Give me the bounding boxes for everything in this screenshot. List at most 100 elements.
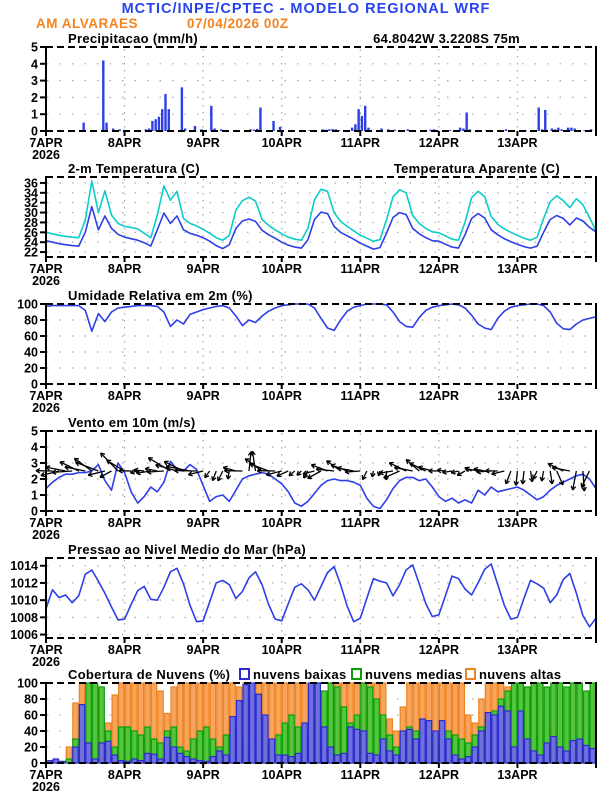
cloud-bar-nuvens-baixas bbox=[150, 753, 158, 764]
precip-bar bbox=[458, 127, 462, 131]
wind-vector bbox=[211, 470, 217, 481]
cloud-bar-nuvens-baixas bbox=[412, 738, 420, 764]
precip-bar bbox=[550, 128, 554, 131]
legend-swatch-nuvens-baixas bbox=[239, 668, 250, 680]
wind-vector-head bbox=[315, 466, 321, 470]
wind-vector bbox=[147, 470, 164, 473]
wind-vector-head bbox=[256, 467, 262, 472]
y-tick-label: 100 bbox=[17, 677, 38, 691]
precip-bar bbox=[504, 129, 508, 131]
wind-vector bbox=[87, 470, 106, 476]
wind-vector-head bbox=[504, 479, 507, 484]
y-tick-label: 28 bbox=[24, 216, 38, 230]
cloud-bar-nuvens-baixas bbox=[445, 738, 452, 764]
x-year-label: 2026 bbox=[32, 401, 60, 413]
cloud-bar-nuvens-baixas bbox=[229, 715, 236, 764]
y-tick-label: 1 bbox=[31, 108, 38, 122]
wind-vector-head bbox=[296, 470, 299, 476]
cloud-bar-nuvens-baixas bbox=[222, 754, 230, 764]
cloud-bar-nuvens-baixas bbox=[556, 746, 564, 764]
cloud-bar-nuvens-medias bbox=[373, 698, 380, 764]
precip-bar bbox=[259, 107, 262, 131]
y-tick-label: 40 bbox=[24, 346, 38, 360]
cloud-bar-nuvens-baixas bbox=[517, 710, 524, 764]
wind-vector-head bbox=[376, 471, 380, 477]
y-tick-label: 0 bbox=[31, 125, 38, 139]
cloud-bar-nuvens-baixas bbox=[484, 711, 492, 764]
cloud-bar-nuvens-baixas bbox=[589, 747, 596, 764]
wind-vector bbox=[145, 467, 158, 472]
cloud-bar-nuvens-baixas bbox=[491, 714, 498, 764]
wind-vector bbox=[541, 470, 545, 482]
wind-vector-head bbox=[551, 465, 557, 469]
x-tick-label: 9APR bbox=[186, 136, 219, 150]
wind-vector bbox=[580, 470, 591, 488]
x-tick-label: 10APR bbox=[262, 389, 302, 403]
precip-chart: Precipitacao (mm/h) 64.8042W 3.2208S 75m 0… bbox=[29, 31, 597, 160]
wind-vector-head bbox=[174, 467, 179, 472]
wind-vector bbox=[52, 470, 73, 474]
y-tick-label: 36 bbox=[24, 176, 38, 190]
x-tick-label: 8APR bbox=[108, 643, 141, 657]
cloud-bar-nuvens-baixas bbox=[183, 755, 191, 764]
y-tick-label: 1008 bbox=[10, 611, 38, 625]
series-line-Velocidade-do-vento bbox=[45, 460, 597, 510]
x-year-label: 2026 bbox=[32, 528, 60, 540]
precip-bar bbox=[537, 107, 540, 131]
precip-bar bbox=[278, 126, 282, 131]
x-tick-label: 11APR bbox=[340, 389, 380, 403]
wind-vector bbox=[307, 470, 322, 479]
y-tick-label: 60 bbox=[24, 709, 38, 723]
wind-vector-head bbox=[129, 469, 135, 474]
wind-vector-head bbox=[144, 466, 150, 470]
x-tick-label: 11APR bbox=[340, 643, 380, 657]
precip-bar bbox=[102, 60, 105, 131]
wind-vector-head bbox=[64, 464, 70, 468]
legend-label-nuvens-baixas: nuvens baixas bbox=[253, 667, 347, 682]
cloud-bar-nuvens-medias bbox=[366, 686, 374, 764]
cloud-bar-nuvens-baixas bbox=[347, 726, 354, 764]
cloud-bar-nuvens-baixas bbox=[321, 726, 328, 764]
x-year-label: 2026 bbox=[32, 655, 60, 667]
cloud-bar-nuvens-baixas bbox=[543, 742, 551, 764]
cloud-bar-nuvens-medias bbox=[91, 682, 99, 764]
wind-vector-head bbox=[337, 465, 342, 469]
wind-vector bbox=[266, 470, 282, 476]
wind-vector-head bbox=[456, 471, 461, 476]
cloud-bar-nuvens-baixas bbox=[111, 754, 119, 764]
cloud-bar-nuvens-baixas bbox=[366, 752, 374, 764]
cloud-bar-nuvens-baixas bbox=[550, 735, 557, 764]
wind-vector-head bbox=[223, 465, 228, 469]
apparent-temperature-title: Temperatura Aparente (C) bbox=[394, 161, 560, 176]
wind-vector-head bbox=[225, 474, 229, 480]
wind-vector-head bbox=[187, 471, 193, 476]
y-tick-label: 5 bbox=[31, 425, 38, 439]
cloud-bar-nuvens-baixas bbox=[307, 682, 315, 764]
cloud-bar-nuvens-baixas bbox=[334, 754, 341, 764]
x-tick-label: 12APR bbox=[419, 516, 459, 530]
cloud-bar-nuvens-baixas bbox=[563, 750, 570, 764]
y-tick-label: 2 bbox=[31, 91, 38, 105]
precip-bar bbox=[157, 116, 161, 131]
wind-vector-head bbox=[99, 473, 103, 478]
cloud-bar-nuvens-baixas bbox=[425, 719, 433, 764]
cloud-bar-nuvens-baixas bbox=[163, 736, 171, 764]
x-tick-label: 12APR bbox=[419, 262, 459, 276]
cloud-bar-nuvens-baixas bbox=[386, 750, 394, 764]
cloud-bar-nuvens-baixas bbox=[176, 752, 184, 764]
wind-vector bbox=[491, 470, 505, 475]
wind-vector-head bbox=[378, 469, 384, 474]
cloud-bar-nuvens-baixas bbox=[144, 752, 151, 764]
wind-vector-head bbox=[513, 481, 517, 486]
x-year-label: 2026 bbox=[32, 148, 60, 160]
page-title: MCTIC/INPE/CPTEC - MODELO REGIONAL WRF bbox=[121, 1, 491, 17]
rh-title: Umidade Relativa em 2m (%) bbox=[68, 288, 253, 303]
y-tick-label: 22 bbox=[24, 246, 38, 260]
y-tick-label: 0 bbox=[31, 505, 38, 519]
wind-vector-head bbox=[330, 463, 336, 466]
cloud-bar-nuvens-baixas bbox=[275, 754, 282, 764]
wind-vector-head bbox=[418, 465, 423, 468]
y-tick-label: 1 bbox=[31, 489, 38, 503]
wind-vector bbox=[316, 468, 335, 472]
precip-bar bbox=[350, 127, 354, 131]
